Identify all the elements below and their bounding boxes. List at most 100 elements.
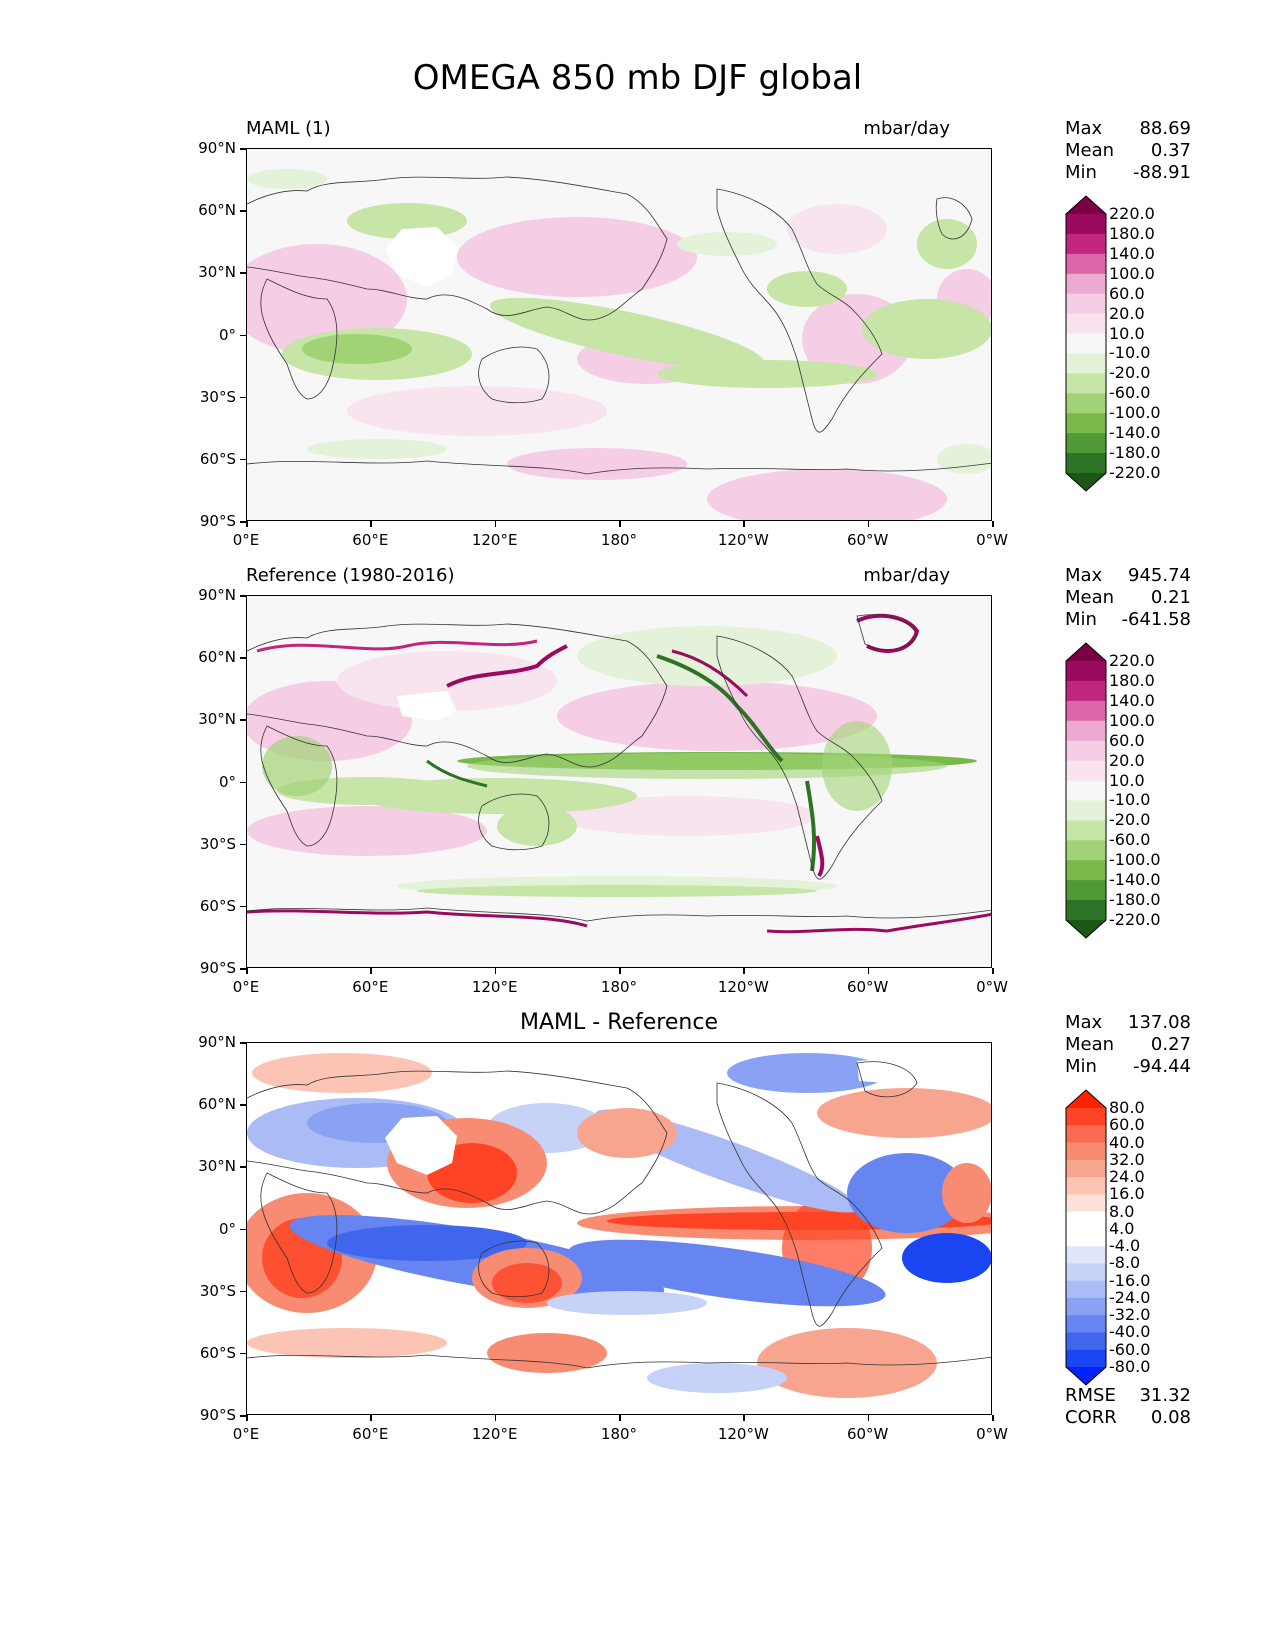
colorbar-label: 180.0 xyxy=(1109,670,1155,690)
panel-3-map xyxy=(246,1042,992,1415)
lat-tick-label: 90°N xyxy=(198,586,236,604)
panel-2-map xyxy=(246,595,992,968)
colorbar-extend-top xyxy=(1066,643,1106,661)
colorbar-label: -20.0 xyxy=(1109,363,1151,383)
lat-tick-mark xyxy=(240,781,246,783)
colorbar-label: 40.0 xyxy=(1109,1132,1145,1152)
colorbar-label: -24.0 xyxy=(1109,1287,1151,1307)
panel-1-field xyxy=(247,169,991,520)
colorbar-label: 16.0 xyxy=(1109,1184,1145,1204)
panel-3-contours xyxy=(247,1053,991,1398)
lon-tick-mark xyxy=(619,521,621,527)
colorbar-label: 4.0 xyxy=(1109,1218,1135,1238)
colorbar-label: 24.0 xyxy=(1109,1167,1145,1187)
colorbar-label: -32.0 xyxy=(1109,1305,1151,1325)
lon-tick-label: 60°E xyxy=(352,1425,389,1443)
colorbar-label: 220.0 xyxy=(1109,204,1155,223)
stat-value: 0.37 xyxy=(1150,140,1191,161)
colorbar-label: -20.0 xyxy=(1109,810,1151,830)
colorbar-label: -100.0 xyxy=(1109,403,1161,423)
colorbar-label: -8.0 xyxy=(1109,1253,1141,1273)
stat-label: Max xyxy=(1065,1012,1103,1033)
lat-tick-mark xyxy=(240,458,246,461)
colorbar-label: 10.0 xyxy=(1109,770,1145,790)
stat-value: 88.69 xyxy=(1139,118,1191,139)
colorbar-segment xyxy=(1066,680,1106,702)
lat-tick-label: 90°S xyxy=(199,512,236,530)
colorbar-label: 8.0 xyxy=(1109,1201,1135,1221)
panel-2-field xyxy=(247,613,991,934)
colorbar-segment xyxy=(1066,1228,1106,1247)
figure-title: OMEGA 850 mb DJF global xyxy=(412,58,863,98)
lat-tick-mark xyxy=(240,719,246,721)
colorbar-segment xyxy=(1066,1246,1106,1264)
metric-row: CORR 0.08 xyxy=(1065,1407,1191,1429)
colorbar-extend-top xyxy=(1066,1090,1106,1108)
lon-tick-mark xyxy=(246,1415,248,1421)
lon-tick-label: 0°E xyxy=(232,1425,260,1443)
colorbar-label: -180.0 xyxy=(1109,443,1161,463)
panel-1-units: mbar/day xyxy=(863,118,950,139)
colorbar-segment xyxy=(1066,840,1106,861)
lon-tick-label: 0°E xyxy=(232,978,260,996)
lat-tick-label: 30°N xyxy=(198,263,236,282)
stat-label: Min xyxy=(1065,162,1097,183)
colorbar-label: -40.0 xyxy=(1109,1322,1151,1342)
lat-tick-label: 0° xyxy=(218,325,236,344)
panel-3-title: MAML - Reference xyxy=(520,1010,718,1035)
colorbar-segment xyxy=(1066,373,1106,394)
lat-tick-label: 90°N xyxy=(198,139,236,157)
colorbar-segment xyxy=(1066,433,1106,454)
colorbar xyxy=(1065,195,1107,492)
lon-tick-mark xyxy=(743,968,745,974)
lat-tick-mark xyxy=(240,334,246,336)
colorbar-segment xyxy=(1066,1280,1106,1299)
stat-value: -88.91 xyxy=(1132,162,1191,183)
lon-tick-mark xyxy=(619,968,621,974)
colorbar-label: -60.0 xyxy=(1109,383,1151,403)
lon-tick-label: 60°W xyxy=(846,1425,889,1443)
lat-tick-label: 30°S xyxy=(199,834,236,853)
lon-tick-mark xyxy=(867,1415,870,1421)
lat-tick-mark xyxy=(240,272,246,274)
lon-tick-mark xyxy=(992,1415,994,1421)
stat-row: Min -88.91 xyxy=(1065,162,1191,184)
metric-label: RMSE xyxy=(1065,1385,1116,1406)
lat-tick-mark xyxy=(240,1290,246,1293)
colorbar-label: -80.0 xyxy=(1109,1357,1151,1376)
lon-tick-label: 120°W xyxy=(717,1425,769,1443)
colorbar-segment xyxy=(1066,1332,1106,1351)
colorbar-extend-bottom xyxy=(1066,473,1106,491)
colorbar-label: 60.0 xyxy=(1109,1115,1145,1135)
lat-tick-label: 60°N xyxy=(198,201,236,220)
stat-label: Mean xyxy=(1065,1034,1115,1055)
colorbar-segment xyxy=(1066,740,1106,762)
colorbar-label: 100.0 xyxy=(1109,263,1155,283)
metric-value: 31.32 xyxy=(1139,1385,1191,1406)
metric-value: 0.08 xyxy=(1150,1407,1191,1428)
lon-tick-label: 60°E xyxy=(352,531,389,549)
colorbar-segment xyxy=(1066,313,1106,335)
colorbar-segment xyxy=(1066,293,1106,315)
colorbar-label: -180.0 xyxy=(1109,890,1161,910)
stat-label: Mean xyxy=(1065,587,1115,608)
lon-tick-mark xyxy=(494,968,497,974)
colorbar-segment xyxy=(1066,1263,1106,1282)
panel-2-coastlines xyxy=(247,614,991,922)
colorbar-segment xyxy=(1066,1297,1106,1316)
metric-label: CORR xyxy=(1065,1407,1117,1428)
lon-tick-label: 0°W xyxy=(976,978,1008,996)
stat-value: 0.27 xyxy=(1150,1034,1191,1055)
lon-tick-mark xyxy=(743,1415,745,1421)
colorbar-segment xyxy=(1066,214,1106,235)
lat-tick-mark xyxy=(240,1042,246,1044)
lon-tick-label: 180° xyxy=(600,978,638,996)
lon-tick-label: 60°W xyxy=(846,531,889,549)
lon-tick-label: 60°W xyxy=(846,978,889,996)
lat-tick-mark xyxy=(240,905,246,908)
colorbar-outline xyxy=(1065,1089,1107,1386)
stat-label: Min xyxy=(1065,1056,1097,1077)
panel-1-contours xyxy=(247,169,991,520)
lon-tick-mark xyxy=(370,968,372,974)
stat-value: 945.74 xyxy=(1128,565,1191,586)
